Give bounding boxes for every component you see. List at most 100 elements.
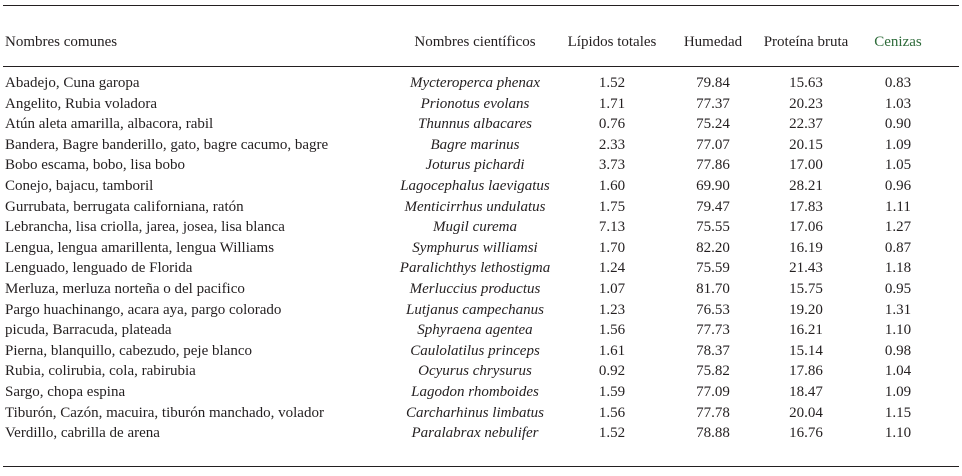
table-row: Bandera, Bagre banderillo, gato, bagre c… — [0, 135, 962, 155]
cell-scientific-name: Mugil curema — [432, 219, 517, 236]
cell-common-name: Rubia, colirubia, cola, rabirubia — [5, 363, 196, 380]
cell-scientific-name: Paralichthys lethostigma — [399, 260, 551, 277]
cell-common-name: Angelito, Rubia voladora — [5, 95, 158, 112]
table-row: Angelito, Rubia voladora Prionotus evolan… — [0, 94, 962, 114]
cell-crude-protein: 17.00 — [789, 157, 823, 174]
header-scientific-names: Nombres científicos — [414, 34, 536, 50]
table-row: Tiburón, Cazón, macuira, tiburón manchad… — [0, 403, 962, 423]
cell-ash: 1.05 — [884, 157, 912, 174]
cell-ash: 1.15 — [884, 404, 912, 421]
cell-humidity: 82.20 — [696, 239, 730, 256]
table-row: Conejo, bajacu, tamboril Lagocephalus lae… — [0, 176, 962, 196]
cell-humidity: 75.24 — [696, 116, 730, 133]
cell-humidity: 77.07 — [696, 136, 730, 153]
header-common-names: Nombres comunes — [5, 34, 118, 50]
cell-scientific-name: Carcharhinus limbatus — [406, 404, 544, 421]
cell-humidity: 69.90 — [696, 178, 730, 194]
table-row: picuda, Barracuda, plateada Sphyraena age… — [0, 320, 962, 340]
cell-ash: 1.04 — [884, 363, 912, 380]
cell-humidity: 78.88 — [696, 425, 730, 442]
cell-common-name: picuda, Barracuda, plateada — [5, 322, 172, 339]
cell-crude-protein: 17.86 — [789, 363, 823, 380]
cell-common-name: Tiburón, Cazón, macuira, tiburón manchad… — [5, 404, 324, 421]
cell-crude-protein: 15.63 — [789, 75, 823, 91]
cell-scientific-name: Thunnus albacares — [417, 116, 533, 133]
cell-scientific-name: Sphyraena agentea — [417, 322, 533, 339]
cell-common-name: Conejo, bajacu, tamboril — [5, 178, 154, 194]
cell-scientific-name: Mycteroperca phenax — [409, 75, 541, 91]
cell-scientific-name: Prionotus evolans — [420, 95, 530, 112]
cell-humidity: 77.73 — [696, 322, 730, 339]
cell-common-name: Merluza, merluza norteña o del pacifico — [5, 281, 245, 297]
cell-common-name: Bandera, Bagre banderillo, gato, bagre c… — [5, 136, 329, 153]
cell-ash: 1.09 — [884, 384, 912, 400]
table-row: Bobo escama, bobo, lisa bobo Joturus pich… — [0, 155, 962, 175]
cell-scientific-name: Joturus pichardi — [425, 157, 525, 174]
cell-ash: 0.83 — [884, 75, 912, 91]
cell-ash: 1.09 — [884, 136, 912, 153]
cell-ash: 1.27 — [884, 219, 912, 236]
header-ash: Cenizas — [874, 34, 922, 50]
cell-total-lipids: 1.24 — [598, 260, 626, 277]
cell-common-name: Lenguado, lenguado de Florida — [5, 260, 193, 277]
cell-scientific-name: Paralabrax nebulifer — [411, 425, 539, 442]
cell-common-name: Sargo, chopa espina — [5, 384, 126, 400]
cell-scientific-name: Symphurus williamsi — [412, 239, 538, 256]
cell-total-lipids: 1.56 — [598, 322, 626, 339]
table-row: Verdillo, cabrilla de arena Paralabrax ne… — [0, 423, 962, 443]
cell-common-name: Lengua, lengua amarillenta, lengua Willi… — [5, 239, 275, 256]
cell-common-name: Gurrubata, berrugata californiana, ratón — [5, 198, 244, 215]
table-row: Rubia, colirubia, cola, rabirubia Ocyurus… — [0, 361, 962, 381]
cell-total-lipids: 0.76 — [598, 116, 626, 133]
cell-total-lipids: 1.52 — [598, 425, 626, 442]
cell-crude-protein: 16.19 — [789, 239, 823, 256]
table-row: Atún aleta amarilla, albacora, rabil Thun… — [0, 114, 962, 134]
table-row: Lengua, lengua amarillenta, lengua Willi… — [0, 238, 962, 258]
cell-crude-protein: 21.43 — [789, 260, 823, 277]
cell-ash: 1.18 — [884, 260, 912, 277]
cell-crude-protein: 16.76 — [789, 425, 823, 442]
table-row: Abadejo, Cuna garopa Mycteroperca phenax 1… — [0, 73, 962, 93]
cell-total-lipids: 1.07 — [598, 281, 626, 297]
cell-crude-protein: 15.14 — [789, 342, 823, 359]
table-row: Gurrubata, berrugata californiana, ratón… — [0, 197, 962, 217]
cell-scientific-name: Menticirrhus undulatus — [404, 198, 546, 215]
cell-crude-protein: 20.15 — [789, 136, 823, 153]
cell-total-lipids: 3.73 — [598, 157, 626, 174]
cell-common-name: Bobo escama, bobo, lisa bobo — [5, 157, 185, 174]
cell-crude-protein: 20.04 — [789, 404, 823, 421]
cell-scientific-name: Lagodon rhomboides — [411, 384, 539, 400]
cell-ash: 0.98 — [884, 342, 912, 359]
cell-total-lipids: 1.56 — [598, 404, 626, 421]
cell-humidity: 77.86 — [696, 157, 730, 174]
table-header-rule — [3, 66, 959, 67]
cell-scientific-name: Bagre marinus — [430, 136, 520, 153]
cell-humidity: 75.82 — [696, 363, 730, 380]
table-row: Lebrancha, lisa criolla, jarea, josea, l… — [0, 217, 962, 237]
cell-common-name: Pargo huachinango, acara aya, pargo colo… — [5, 301, 282, 318]
cell-common-name: Atún aleta amarilla, albacora, rabil — [5, 116, 214, 133]
cell-humidity: 75.55 — [696, 219, 730, 236]
cell-total-lipids: 1.23 — [598, 301, 626, 318]
table-header: Nombres comunes Nombres científicos Lípi… — [0, 32, 962, 54]
cell-total-lipids: 1.71 — [598, 95, 626, 112]
cell-total-lipids: 1.75 — [598, 198, 626, 215]
cell-crude-protein: 22.37 — [789, 116, 823, 133]
table-row: Lenguado, lenguado de Florida Paralichthy… — [0, 258, 962, 278]
cell-scientific-name: Lagocephalus laevigatus — [400, 178, 550, 194]
table-row: Pargo huachinango, acara aya, pargo colo… — [0, 300, 962, 320]
cell-ash: 0.87 — [884, 239, 912, 256]
cell-ash: 1.10 — [884, 322, 912, 339]
cell-scientific-name: Ocyurus chrysurus — [418, 363, 532, 380]
table-row: Pierna, blanquillo, cabezudo, peje blanc… — [0, 341, 962, 361]
cell-total-lipids: 1.70 — [598, 239, 626, 256]
cell-scientific-name: Lutjanus campechanus — [406, 301, 544, 318]
cell-ash: 0.96 — [884, 178, 912, 194]
table-bottom-rule — [3, 466, 959, 467]
header-crude-protein: Proteína bruta — [763, 34, 849, 50]
cell-common-name: Abadejo, Cuna garopa — [5, 75, 140, 91]
cell-crude-protein: 17.83 — [789, 198, 823, 215]
cell-total-lipids: 7.13 — [598, 219, 626, 236]
cell-humidity: 79.47 — [696, 198, 730, 215]
cell-total-lipids: 2.33 — [598, 136, 626, 153]
